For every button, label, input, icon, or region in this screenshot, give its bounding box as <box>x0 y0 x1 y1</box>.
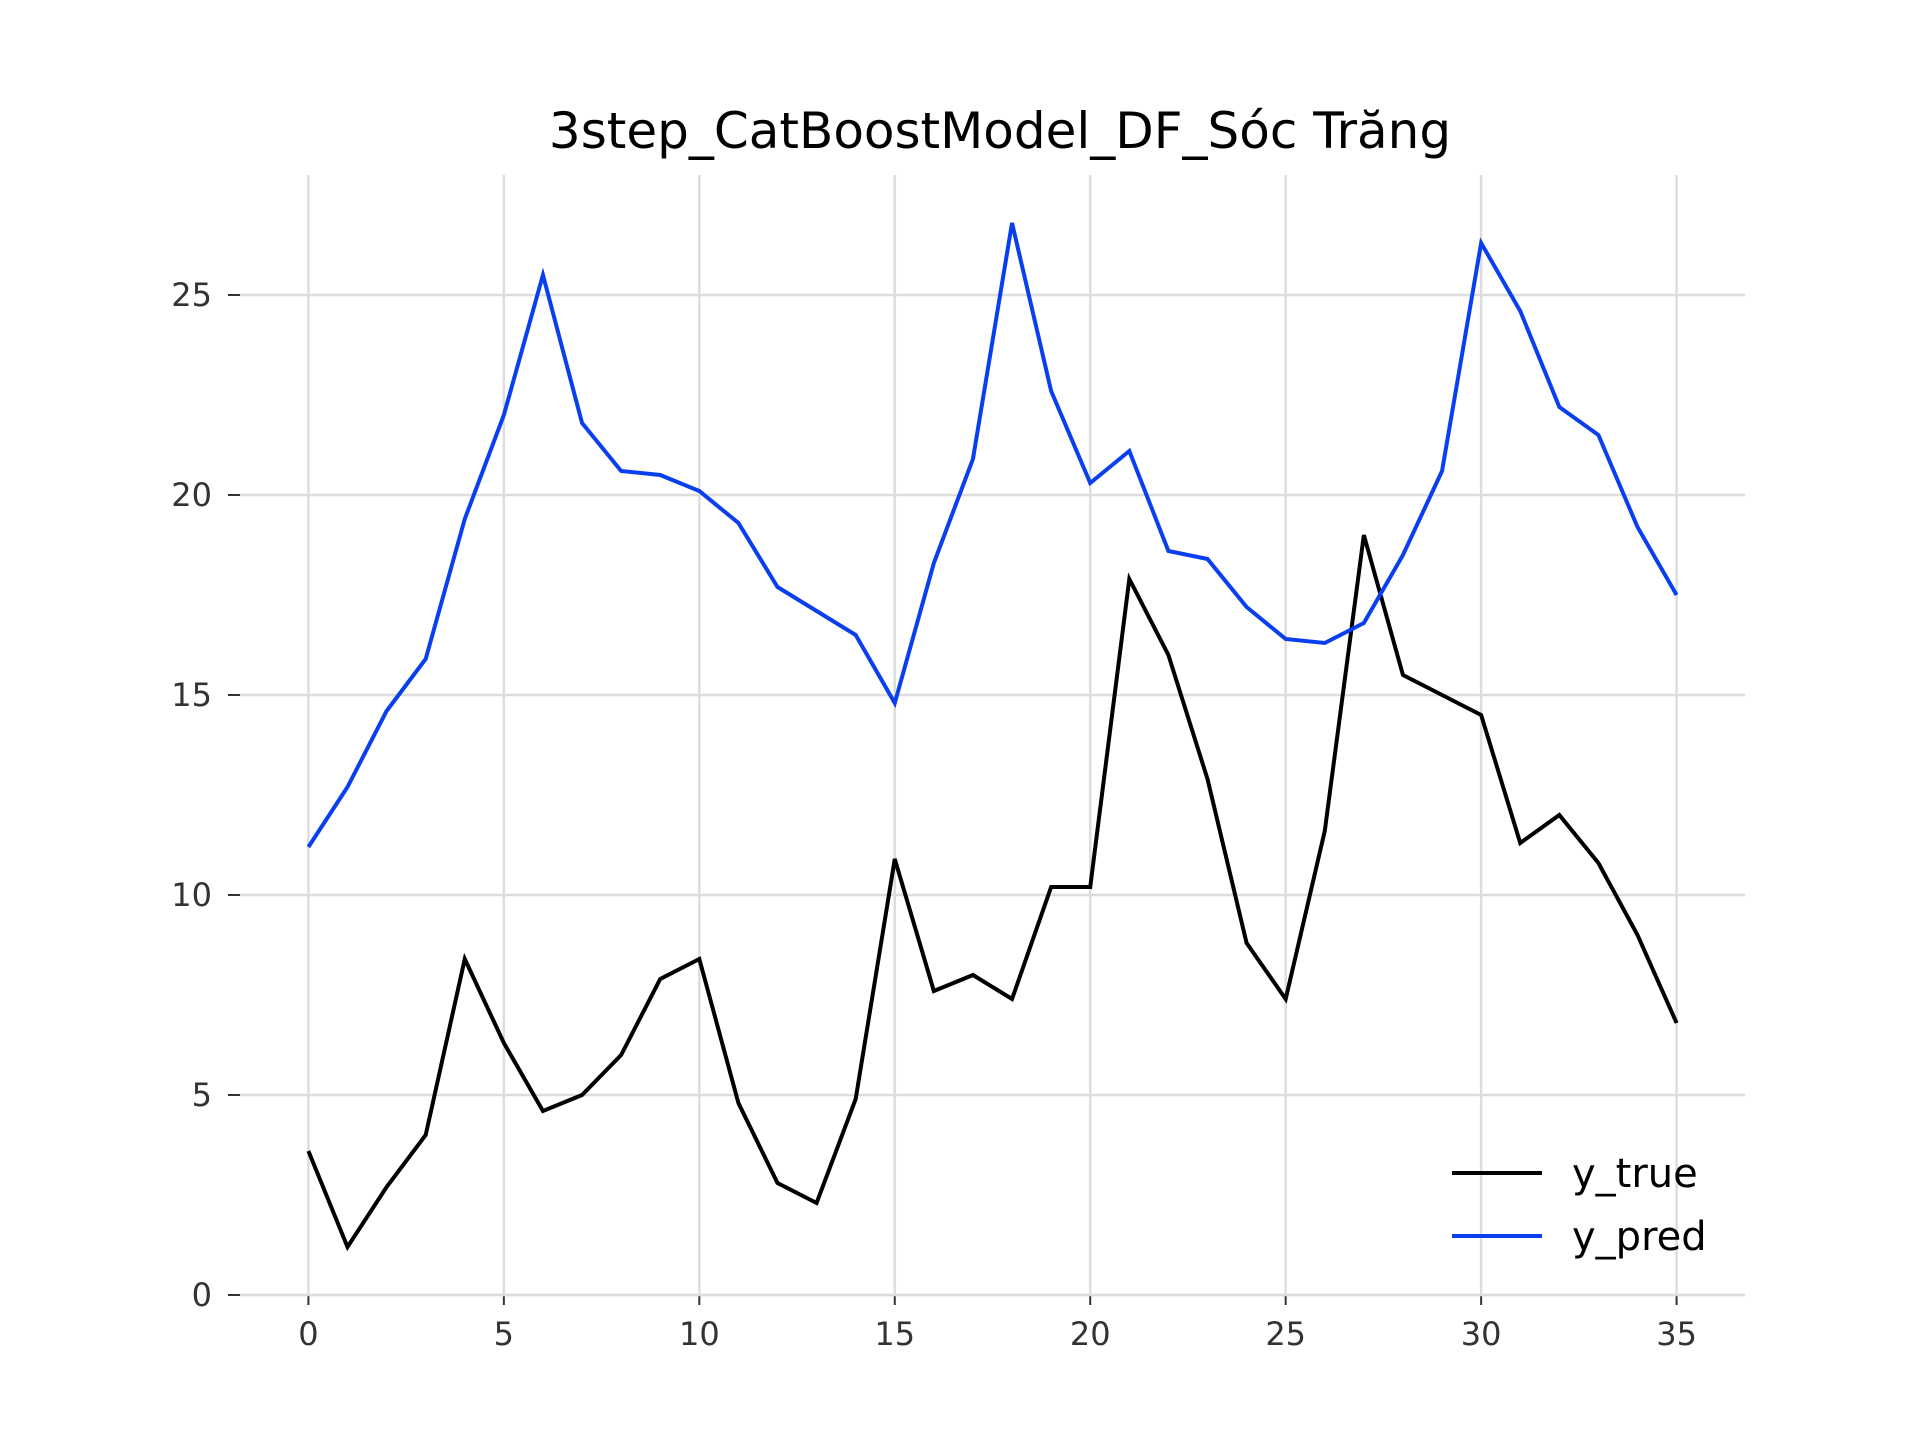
x-tick-label: 10 <box>679 1315 720 1353</box>
y-tick-label: 20 <box>171 476 212 514</box>
legend-label-y-true: y_true <box>1572 1151 1698 1197</box>
chart-title: 3step_CatBoostModel_DF_Sóc Trăng <box>549 102 1451 160</box>
series-line-y-pred <box>306 222 1679 849</box>
x-tick-label: 5 <box>494 1315 514 1353</box>
legend: y_true y_pred <box>1452 1151 1707 1260</box>
y-tick-label: 15 <box>171 676 212 714</box>
x-tick-label: 35 <box>1656 1315 1697 1353</box>
axes: 0 5 10 15 20 25 30 35 0 5 10 15 20 25 <box>171 276 1745 1353</box>
series-line-y-true <box>306 534 1679 1252</box>
x-tick-label: 15 <box>874 1315 915 1353</box>
grid <box>240 175 1745 1297</box>
x-tick-label: 30 <box>1461 1315 1502 1353</box>
x-tick-label: 0 <box>298 1315 318 1353</box>
y-tick-label: 25 <box>171 276 212 314</box>
x-tick-label: 20 <box>1070 1315 1111 1353</box>
y-tick-label: 0 <box>192 1276 212 1314</box>
y-tick-label: 5 <box>192 1076 212 1114</box>
legend-label-y-pred: y_pred <box>1572 1214 1707 1260</box>
x-tick-label: 25 <box>1265 1315 1306 1353</box>
series-layer <box>306 222 1679 1252</box>
y-tick-label: 10 <box>171 876 212 914</box>
